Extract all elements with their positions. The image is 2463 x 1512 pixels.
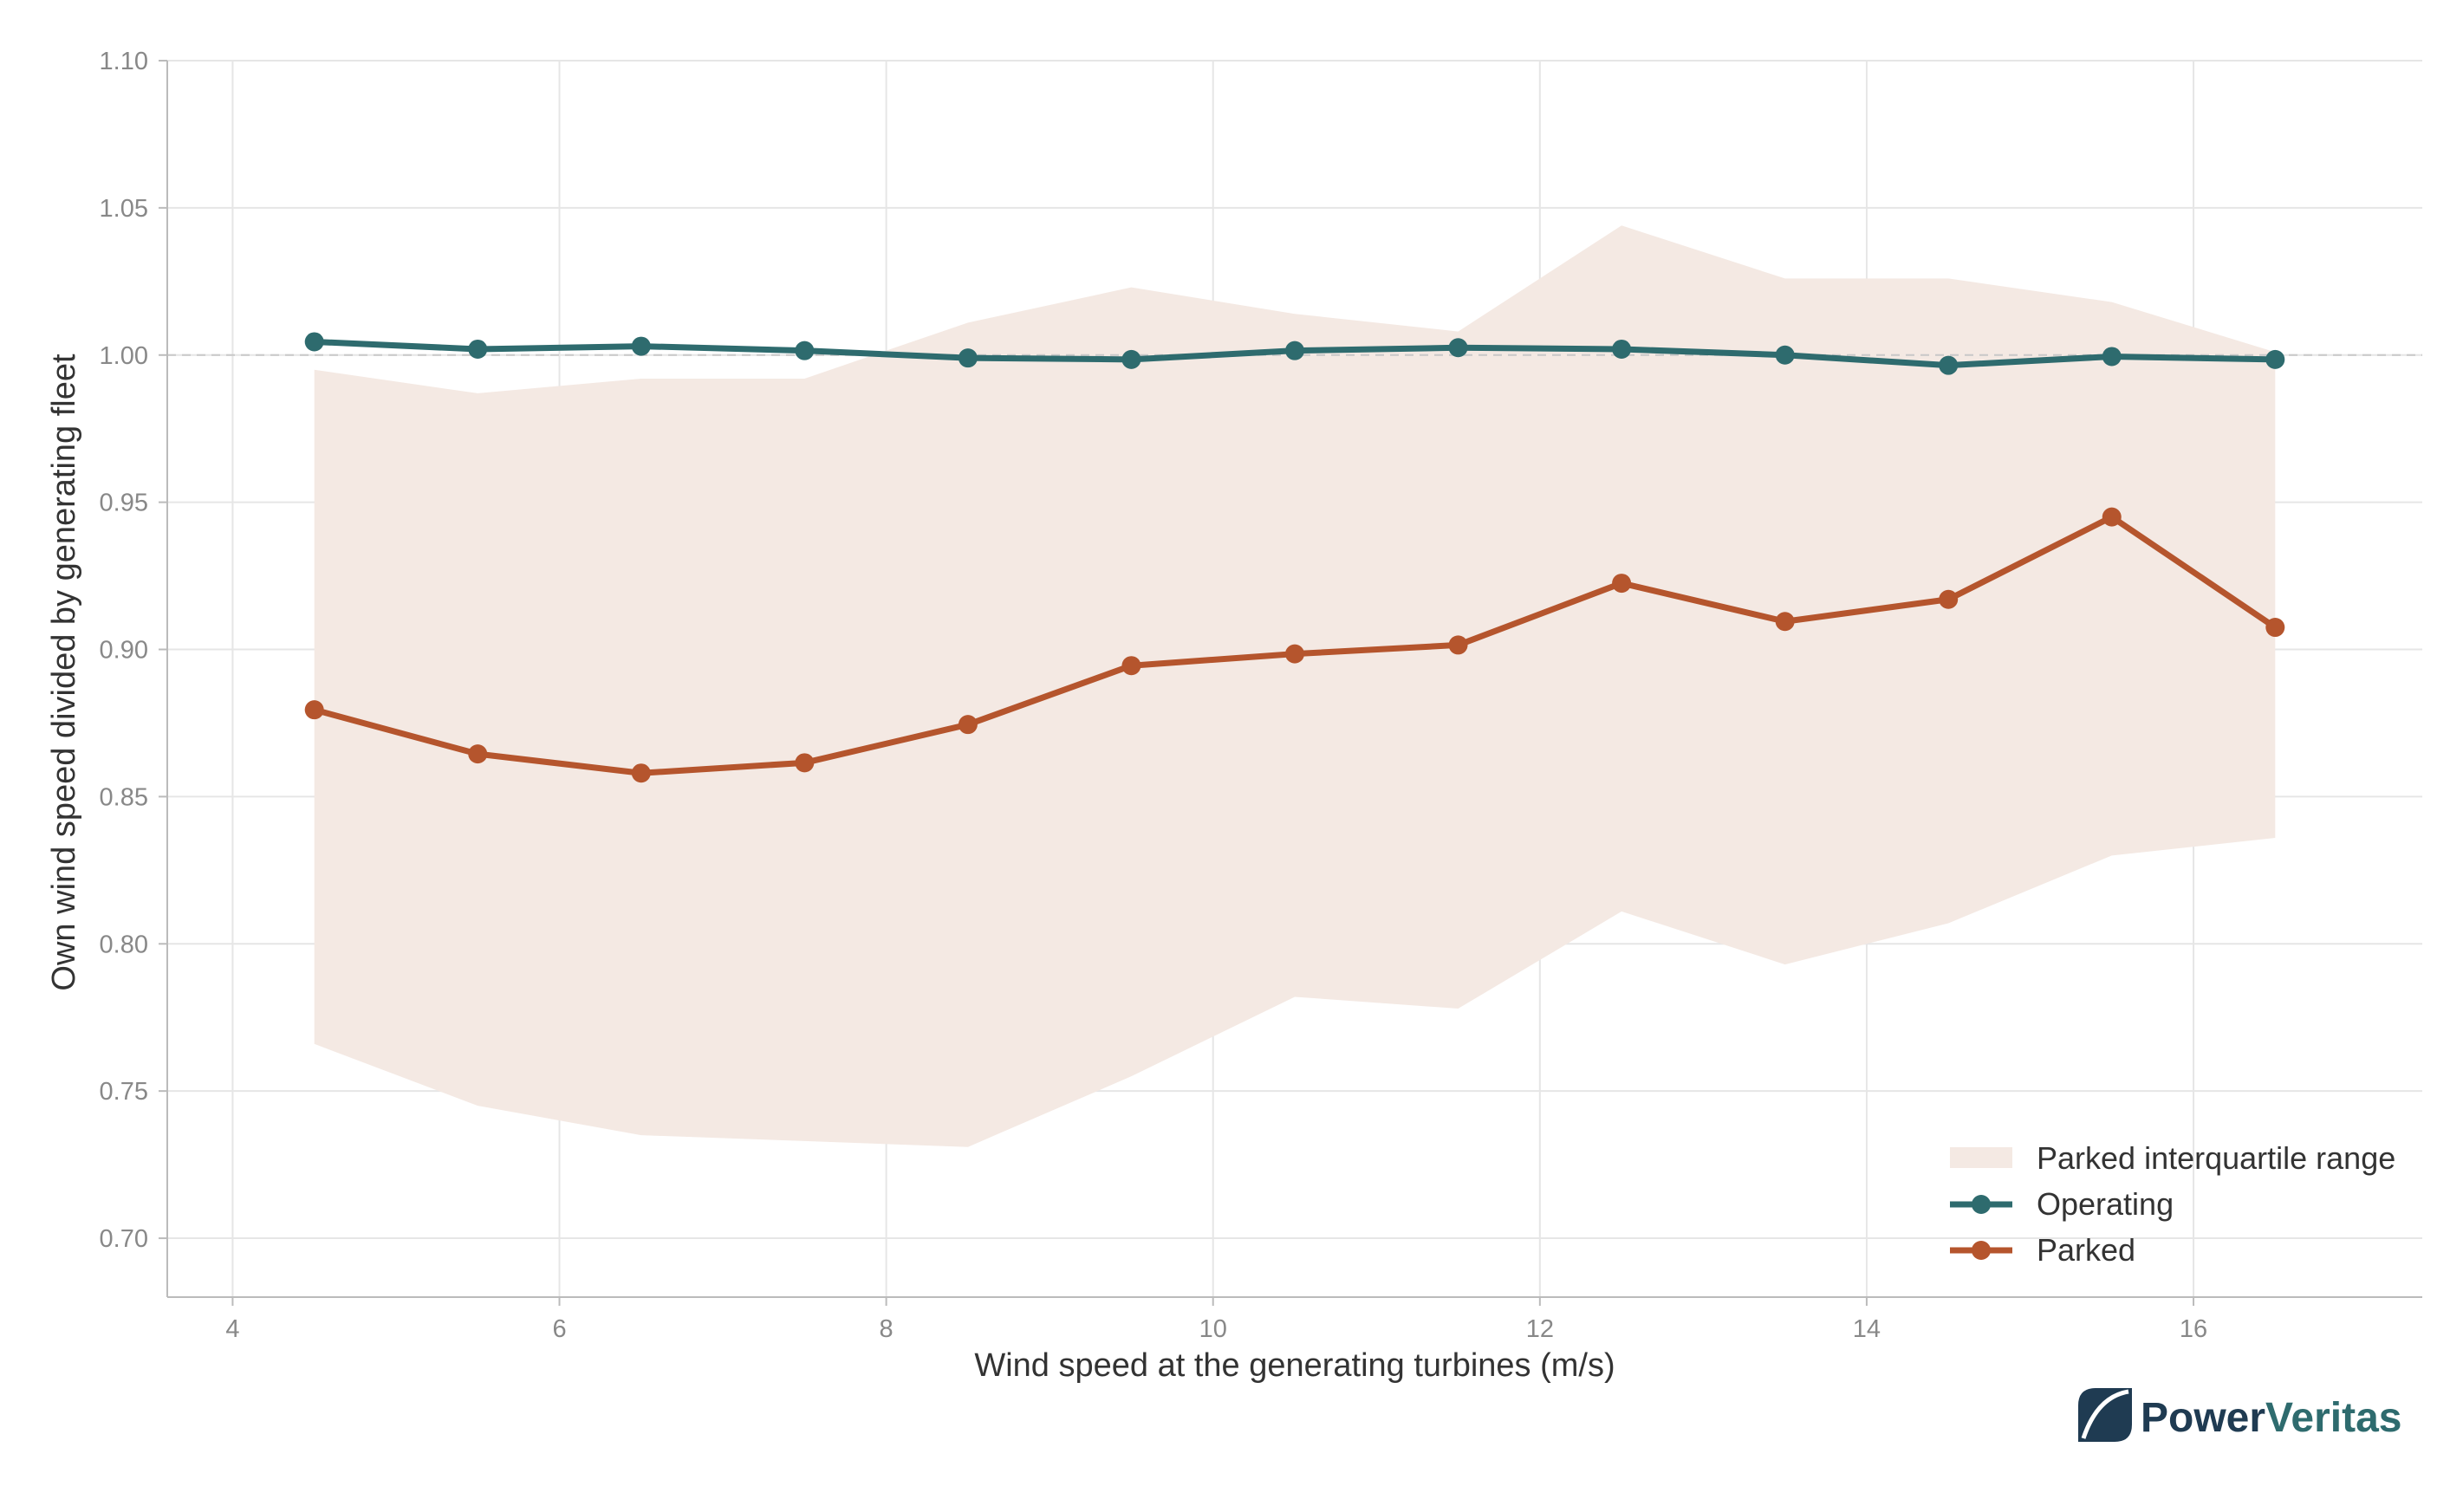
data-point-parked-3	[795, 753, 815, 773]
data-point-operating-6	[1285, 341, 1304, 360]
data-point-parked-9	[1775, 612, 1795, 632]
logo-text: PowerVeritas	[2141, 1395, 2402, 1441]
legend-operating-label: Operating	[2037, 1186, 2174, 1222]
band-area	[314, 225, 2276, 1147]
data-point-operating-1	[468, 339, 488, 359]
data-point-operating-0	[304, 332, 324, 352]
data-point-parked-7	[1448, 635, 1468, 655]
data-point-parked-4	[958, 715, 978, 735]
logo-text-veritas: Veritas	[2265, 1395, 2401, 1441]
data-point-operating-2	[631, 336, 651, 356]
legend-band-label: Parked interquartile range	[2037, 1140, 2395, 1176]
x-tick-label-3: 10	[1199, 1315, 1227, 1343]
x-tick-label-5: 14	[1853, 1315, 1881, 1343]
legend: Parked interquartile range Operating Par…	[1950, 1140, 2395, 1268]
y-tick-label-4: 0.90	[100, 637, 148, 665]
logo: PowerVeritas	[2078, 1388, 2402, 1442]
data-point-parked-11	[2102, 507, 2122, 527]
y-tick-label-8: 1.10	[100, 48, 148, 75]
x-tick-label-1: 6	[552, 1315, 566, 1343]
data-point-parked-12	[2265, 618, 2285, 638]
data-point-operating-5	[1121, 349, 1141, 369]
y-tick-label-7: 1.05	[100, 195, 148, 223]
x-axis-title: Wind speed at the generating turbines (m…	[974, 1347, 1615, 1384]
y-tick-label-5: 0.95	[100, 490, 148, 517]
data-point-parked-0	[304, 700, 324, 720]
leaf-icon	[2078, 1388, 2132, 1442]
data-point-operating-7	[1448, 338, 1468, 358]
data-point-parked-10	[1939, 589, 1959, 609]
data-point-operating-4	[958, 348, 978, 368]
x-tick-label-2: 8	[880, 1315, 894, 1343]
data-point-operating-11	[2102, 347, 2122, 367]
data-point-parked-5	[1121, 656, 1141, 676]
data-point-operating-3	[795, 341, 815, 360]
data-point-parked-8	[1612, 574, 1632, 594]
legend-parked-label: Parked	[2037, 1232, 2135, 1268]
legend-operating-marker	[1972, 1195, 1991, 1214]
parked-interquartile-band	[314, 225, 2276, 1147]
data-point-parked-2	[631, 763, 651, 783]
series-group	[304, 332, 2285, 783]
y-tick-label-2: 0.80	[100, 931, 148, 958]
data-point-operating-9	[1775, 345, 1795, 365]
legend-parked-marker	[1972, 1241, 1991, 1260]
y-tick-label-3: 0.85	[100, 783, 148, 811]
x-tick-label-0: 4	[225, 1315, 239, 1343]
data-point-parked-1	[468, 744, 488, 764]
axes	[159, 60, 2422, 1306]
y-tick-label-1: 0.75	[100, 1078, 148, 1106]
data-point-operating-12	[2265, 349, 2285, 369]
tick-labels: 4 6 8 10 12 14 16 0.70 0.75 0.80 0.85 0.90 0.95 1.00 1…	[100, 48, 2208, 1343]
data-point-operating-8	[1612, 339, 1632, 359]
data-point-operating-10	[1939, 355, 1959, 375]
logo-text-power: Power	[2141, 1395, 2265, 1441]
y-axis-title: Own wind speed divided by generating fle…	[46, 354, 82, 991]
x-tick-label-6: 16	[2180, 1315, 2207, 1343]
y-tick-label-0: 0.70	[100, 1225, 148, 1253]
y-tick-label-6: 1.00	[100, 342, 148, 370]
data-point-parked-6	[1285, 644, 1304, 664]
x-tick-label-4: 12	[1526, 1315, 1554, 1343]
legend-band-swatch	[1950, 1147, 2012, 1168]
